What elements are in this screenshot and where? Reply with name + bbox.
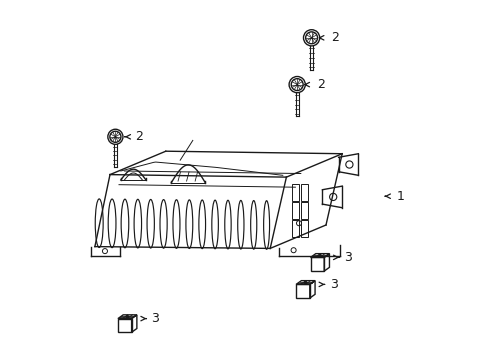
Circle shape (319, 255, 321, 257)
Text: 2: 2 (317, 78, 325, 91)
Text: 2: 2 (331, 31, 339, 44)
Bar (292, 202, 299, 219)
Bar (301, 202, 308, 219)
Bar (301, 220, 308, 237)
Bar (292, 184, 299, 201)
Circle shape (126, 316, 128, 318)
Text: 3: 3 (344, 251, 352, 264)
Text: 1: 1 (396, 190, 404, 203)
Bar (292, 220, 299, 237)
Text: 3: 3 (151, 312, 159, 325)
Text: 2: 2 (136, 130, 144, 143)
Circle shape (304, 282, 307, 284)
Bar (301, 184, 308, 201)
Text: 3: 3 (330, 278, 338, 291)
